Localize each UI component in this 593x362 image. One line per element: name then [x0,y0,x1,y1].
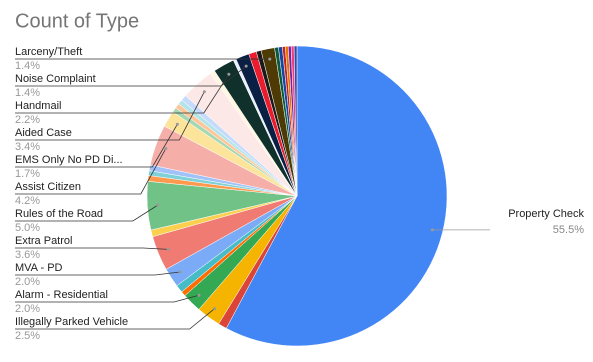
slice-label: Property Check [508,208,584,220]
leader-line [15,124,178,168]
leader-line [15,247,169,250]
leader-dot [268,57,272,61]
leader-dot [430,228,434,232]
slice-percent: 2.5% [15,330,40,342]
slice-label: Aided Case [15,127,72,139]
slice-percent: 4.2% [15,195,40,207]
slice-percent: 5.0% [15,222,40,234]
leader-line [15,74,230,114]
slice-label: Handmail [15,100,61,112]
pie-slice [225,45,448,347]
slice-label: Rules of the Road [15,208,103,220]
slice-label: Extra Patrol [15,235,72,247]
leader-dot [156,203,160,207]
slice-label: MVA - PD [15,262,63,274]
leader-dot [227,72,231,76]
leader-dot [175,122,179,126]
slice-percent: 55.5% [553,224,584,236]
slice-label: Assist Citizen [15,181,81,193]
leader-line [15,204,159,222]
leader-dot [202,90,206,94]
leader-dot [178,270,182,274]
leader-dot [197,293,201,297]
slice-percent: 2.2% [15,114,40,126]
slice-label: EMS Only No PD Di... [15,154,123,166]
leader-dot [164,147,168,151]
slice-percent: 2.0% [15,276,40,288]
slice-label: Alarm - Residential [15,289,108,301]
slice-percent: 2.0% [15,303,40,315]
leader-dot [244,64,248,68]
leader-line [15,91,205,141]
slice-percent: 3.6% [15,249,40,261]
leader-line [15,148,167,195]
slice-percent: 1.7% [15,168,40,180]
slice-label: Noise Complaint [15,73,96,85]
leader-dot [213,307,217,311]
chart-title: Count of Type [15,10,139,32]
leader-line [15,271,181,276]
slice-percent: 3.4% [15,141,40,153]
slice-label: Illegally Parked Vehicle [15,316,128,328]
slice-label: Larceny/Theft [15,46,82,58]
pie-slice [293,45,298,197]
slice-percent: 1.4% [15,87,40,99]
leader-dot [166,247,170,251]
leader-line [15,308,215,330]
leader-line [15,294,200,303]
slice-percent: 1.4% [15,60,40,72]
